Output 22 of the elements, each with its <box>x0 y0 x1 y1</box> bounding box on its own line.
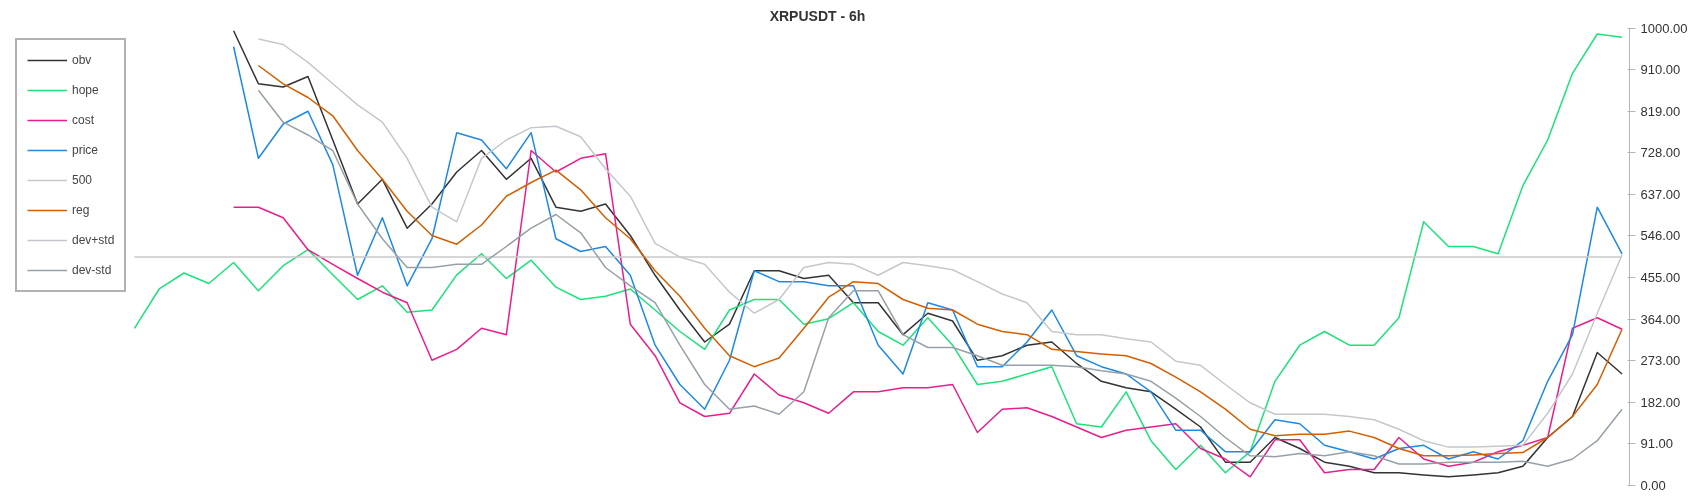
y-tick-label: 1000.00 <box>1640 21 1688 36</box>
y-tick-label: 910.00 <box>1640 62 1681 78</box>
line-series <box>232 149 1623 478</box>
legend-label: cost <box>72 113 95 127</box>
legend-label: hope <box>72 83 99 97</box>
y-tick-label: 0.00 <box>1640 478 1666 493</box>
legend-label: dev+std <box>72 233 115 247</box>
chart-title: XRPUSDT - 6h <box>769 7 866 24</box>
y-tick-label: 273.00 <box>1640 353 1681 369</box>
legend-label: obv <box>72 53 92 67</box>
legend-label: reg <box>72 203 91 217</box>
y-tick-label: 637.00 <box>1640 186 1681 202</box>
y-tick-label: 182.00 <box>1640 394 1681 410</box>
legend-label: price <box>72 143 99 157</box>
legend-label: dev-std <box>72 263 112 277</box>
y-tick-label: 455.00 <box>1640 270 1681 286</box>
y-tick-label: 546.00 <box>1640 228 1681 244</box>
legend-label: 500 <box>72 173 93 187</box>
y-tick-label: 728.00 <box>1640 145 1681 161</box>
y-tick-label: 364.00 <box>1640 311 1681 327</box>
y-tick-label: 819.00 <box>1640 103 1681 119</box>
y-tick-label: 91.00 <box>1640 436 1674 452</box>
